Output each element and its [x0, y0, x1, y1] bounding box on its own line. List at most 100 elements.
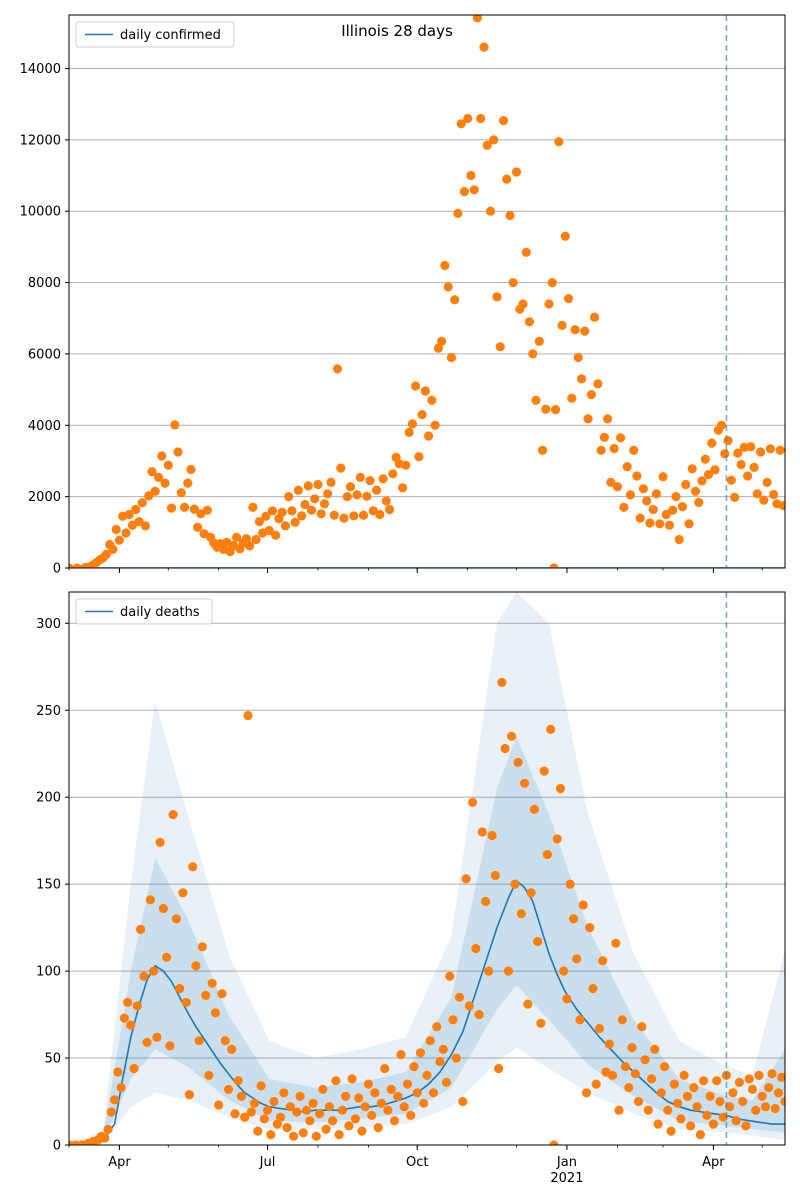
data-point: [689, 1083, 699, 1093]
data-point: [355, 472, 365, 482]
data-point: [370, 1088, 380, 1098]
data-point: [767, 1069, 777, 1079]
data-point: [549, 563, 559, 568]
data-point: [332, 364, 343, 374]
data-point: [521, 247, 531, 257]
data-point: [363, 1079, 373, 1089]
data-point: [666, 1126, 676, 1136]
data-point: [354, 1093, 364, 1103]
data-point: [432, 1022, 442, 1032]
data-point: [586, 390, 597, 400]
data-point: [481, 896, 491, 907]
data-point: [323, 489, 333, 499]
data-point: [389, 1116, 400, 1126]
data-point: [202, 505, 212, 515]
data-point: [446, 352, 456, 363]
data-point: [381, 496, 391, 506]
legend-label: daily deaths: [120, 605, 200, 620]
data-point: [453, 208, 463, 218]
data-point: [479, 42, 489, 52]
data-point: [633, 1096, 644, 1107]
data-point: [415, 1048, 426, 1058]
data-point: [585, 923, 595, 933]
data-point: [287, 506, 297, 516]
data-point: [760, 1102, 771, 1112]
data-point: [402, 1079, 413, 1089]
legend-label: daily confirmed: [120, 28, 221, 43]
data-point: [337, 1105, 347, 1115]
data-point: [620, 1062, 631, 1072]
data-point: [165, 1041, 175, 1051]
confirmed-chart-panel: 0 2000 4000 6000 8000 10000 12000 14000 daily co…: [20, 14, 786, 577]
legend: daily deaths: [75, 598, 213, 625]
data-point: [476, 113, 486, 124]
data-point: [136, 924, 146, 935]
data-point: [697, 476, 707, 486]
data-point: [551, 405, 561, 415]
data-point: [580, 326, 590, 336]
data-point: [344, 1121, 354, 1131]
data-point: [147, 467, 157, 477]
data-point: [671, 492, 681, 502]
data-point: [100, 1133, 110, 1143]
data-point: [302, 1105, 312, 1115]
data-point: [700, 454, 710, 464]
data-point: [145, 895, 155, 905]
data-point: [111, 524, 121, 535]
data-point: [471, 943, 481, 954]
data-point: [578, 900, 588, 910]
data-point: [682, 1091, 693, 1101]
data-point: [319, 499, 330, 509]
data-point: [290, 517, 300, 527]
data-point: [660, 1062, 670, 1072]
data-point: [629, 445, 639, 455]
data-point: [116, 1083, 126, 1093]
data-point: [454, 992, 465, 1002]
y-tick-label: 300: [36, 617, 61, 632]
data-point: [619, 502, 629, 512]
data-point: [157, 451, 167, 461]
data-point: [451, 1053, 461, 1063]
data-point: [360, 1102, 370, 1112]
data-point: [393, 1091, 403, 1101]
x-tick-label: Jul: [259, 1155, 276, 1170]
data-point: [502, 174, 512, 184]
data-point: [456, 119, 466, 129]
data-point: [142, 1037, 152, 1047]
data-point: [176, 488, 186, 498]
data-point: [651, 489, 662, 499]
data-point: [669, 1079, 679, 1089]
data-point: [163, 460, 173, 470]
data-point: [466, 170, 476, 181]
data-point: [277, 507, 287, 517]
data-point: [770, 1103, 780, 1114]
data-point: [695, 1130, 706, 1140]
data-point: [754, 1070, 764, 1080]
data-point: [132, 1001, 142, 1011]
data-point: [643, 1105, 653, 1115]
data-point: [730, 492, 740, 502]
data-point: [249, 1098, 260, 1108]
data-point: [126, 1020, 136, 1030]
data-point: [160, 478, 170, 488]
data-point: [139, 971, 149, 981]
data-point: [193, 522, 203, 532]
data-point: [554, 137, 564, 147]
data-point: [279, 1088, 289, 1098]
data-point: [233, 1076, 243, 1086]
data-point: [419, 1098, 429, 1108]
data-point: [624, 1083, 634, 1093]
data-point: [411, 381, 421, 391]
data-point: [505, 210, 515, 221]
data-point: [308, 1098, 318, 1108]
data-point: [254, 517, 264, 527]
data-point: [668, 505, 678, 515]
data-point: [103, 1124, 113, 1134]
data-point: [365, 476, 375, 486]
plot-area: [69, 15, 785, 568]
data-point: [183, 478, 193, 488]
data-point: [542, 850, 553, 860]
data-point: [703, 469, 714, 480]
data-point: [507, 731, 517, 741]
